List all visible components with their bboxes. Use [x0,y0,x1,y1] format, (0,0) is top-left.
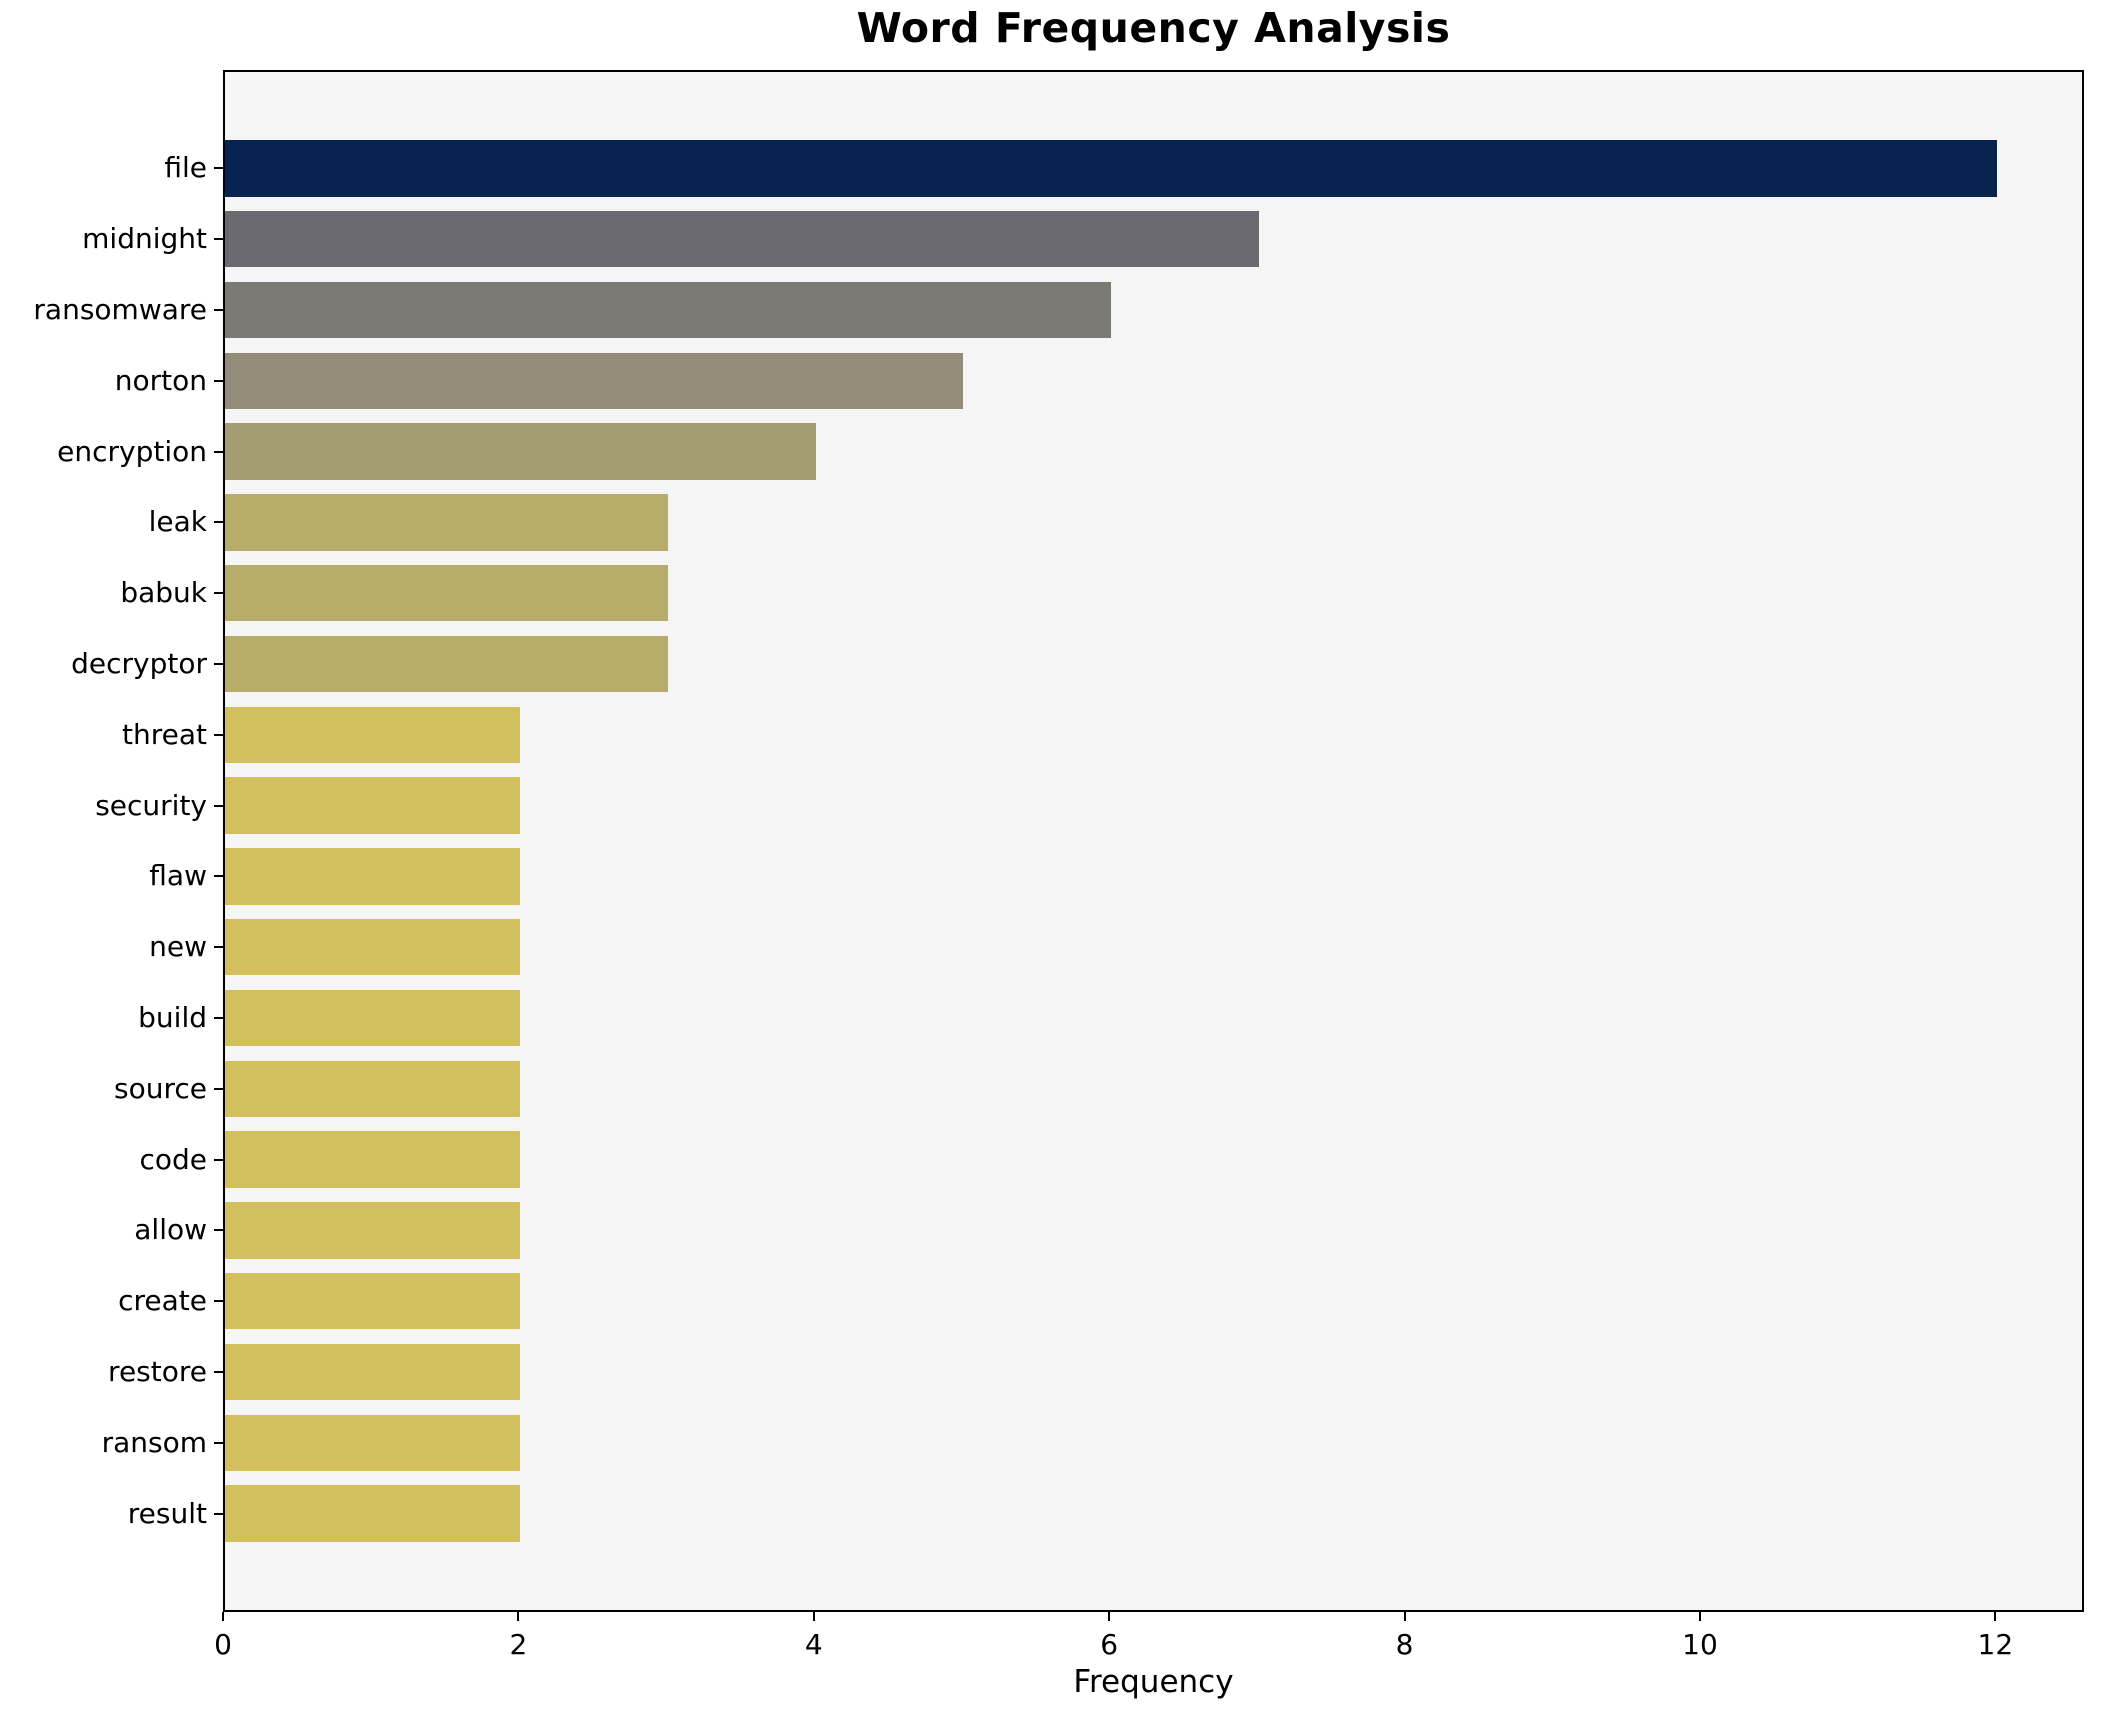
y-tick-label-file: file [164,151,207,185]
x-tick-label-6: 6 [1100,1628,1119,1661]
y-tick-mark [214,379,223,382]
bar-norton [225,352,964,410]
x-tick-mark [812,1612,815,1621]
y-tick-mark [214,1158,223,1161]
y-tick-mark [214,733,223,736]
x-tick-label-10: 10 [1682,1628,1718,1661]
y-tick-label-flaw: flaw [149,859,207,893]
y-tick-label-ransomware: ransomware [33,293,207,326]
bar-ransomware [225,281,1112,339]
y-tick-mark [214,663,223,665]
y-tick-label-new: new [149,930,207,964]
y-tick-mark [214,167,223,170]
bar-result [225,1485,521,1542]
y-tick-mark [214,804,223,807]
bar-code [225,1131,521,1188]
bar-ransom [225,1414,521,1472]
bar-build [225,989,521,1047]
x-tick-label-0: 0 [214,1628,232,1661]
y-tick-label-leak: leak [148,505,207,539]
x-tick-mark [1698,1612,1701,1621]
chart-title: Word Frequency Analysis [856,4,1451,52]
y-tick-label-allow: allow [134,1213,207,1247]
y-tick-label-norton: norton [114,363,207,397]
bar-security [225,777,521,834]
y-tick-mark [214,1087,223,1090]
bar-allow [225,1202,521,1259]
x-tick-mark [1994,1612,1997,1621]
y-tick-mark [214,450,223,453]
y-tick-label-threat: threat [122,717,207,751]
y-tick-label-restore: restore [108,1355,207,1388]
bar-new [225,918,521,976]
y-tick-mark [214,521,223,524]
y-tick-label-decryptor: decryptor [71,647,207,680]
y-tick-mark [214,946,223,949]
y-tick-mark [214,1300,223,1303]
y-tick-label-code: code [139,1142,207,1176]
bar-midnight [225,210,1259,268]
y-tick-mark [214,1017,223,1019]
bar-babuk [225,564,669,622]
bar-leak [225,494,669,551]
bar-encryption [225,423,816,480]
y-tick-mark [214,309,223,311]
y-tick-label-source: source [114,1071,207,1105]
y-tick-label-build: build [138,1001,207,1034]
y-tick-label-midnight: midnight [82,222,207,256]
bar-source [225,1060,521,1118]
bar-threat [225,706,521,764]
bar-create [225,1272,521,1330]
x-tick-mark [517,1612,520,1621]
y-tick-mark [214,875,223,878]
bar-flaw [225,848,521,905]
y-tick-label-ransom: ransom [101,1425,207,1459]
plot-area [223,70,2084,1612]
y-tick-mark [214,1371,223,1373]
bar-restore [225,1343,521,1401]
y-tick-mark [214,1229,223,1232]
y-tick-label-encryption: encryption [57,434,207,468]
x-tick-label-2: 2 [509,1628,528,1661]
x-tick-label-8: 8 [1395,1628,1414,1661]
x-axis-label: Frequency [1073,1664,1234,1700]
y-tick-label-result: result [127,1496,207,1530]
bar-decryptor [225,635,669,693]
y-tick-mark [214,1441,223,1444]
y-tick-mark [214,592,223,595]
bar-file [225,140,1998,197]
y-tick-label-babuk: babuk [120,576,207,610]
x-tick-label-12: 12 [1977,1628,2014,1661]
y-tick-label-security: security [95,788,207,822]
x-tick-mark [1108,1612,1111,1621]
x-tick-label-4: 4 [804,1628,823,1661]
y-tick-mark [214,1512,223,1515]
x-tick-mark [1403,1612,1406,1621]
y-tick-mark [214,238,223,241]
x-tick-mark [222,1612,224,1621]
y-tick-label-create: create [118,1284,207,1318]
